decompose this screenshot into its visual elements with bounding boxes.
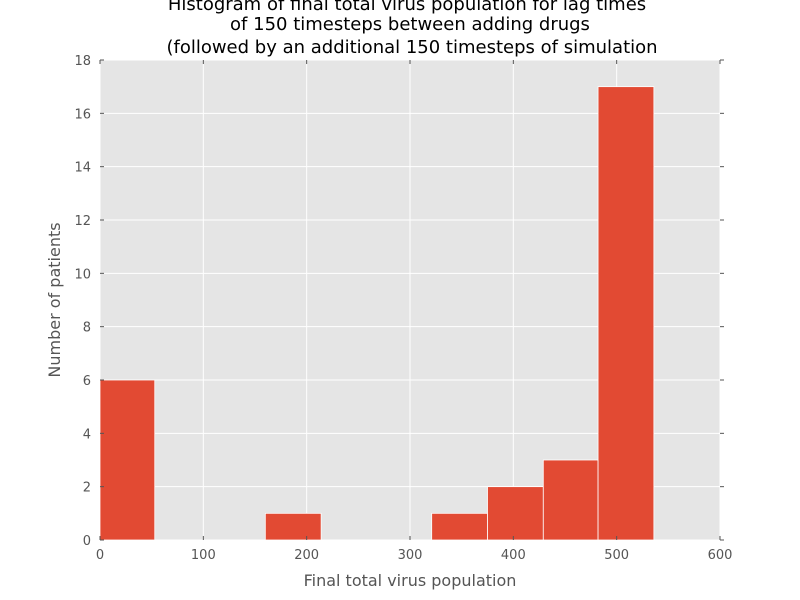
histogram-bar [431,512,488,541]
y-tick-label: 6 [83,374,91,389]
chart-title-line-2: of 150 timesteps between adding drugs [230,14,590,35]
y-tick-label: 4 [83,427,91,442]
histogram-bar [487,486,544,541]
y-tick-label: 2 [83,481,91,496]
y-tick-labels: 0 2 4 6 8 10 12 14 16 18 [74,54,91,549]
x-tick-label: 200 [294,548,319,563]
histogram-bar [597,86,655,541]
y-tick-label: 0 [83,534,91,549]
chart-title-line-1: Histogram of final total virus populatio… [168,0,646,15]
x-axis-label: Final total virus population [304,571,517,590]
histogram-bar [542,459,599,541]
y-tick-label: 10 [74,267,91,282]
y-tick-label: 18 [74,54,91,69]
axis-ticks [99,59,724,541]
x-tick-label: 0 [96,548,104,563]
y-axis-label: Number of patients [45,222,64,377]
y-tick-label: 16 [74,107,91,122]
y-tick-label: 12 [74,214,91,229]
y-tick-label: 8 [83,321,91,336]
x-tick-label: 600 [708,548,733,563]
histogram-bar [99,379,156,541]
x-tick-labels: 0 100 200 300 400 500 600 [96,548,733,563]
y-tick-label: 14 [74,161,91,176]
x-tick-label: 100 [191,548,216,563]
x-tick-label: 300 [398,548,423,563]
histogram-bars [99,86,655,541]
x-tick-label: 400 [501,548,526,563]
x-tick-label: 500 [604,548,629,563]
chart-title-line-3: (followed by an additional 150 timesteps… [166,37,657,58]
histogram-bar [264,512,322,541]
